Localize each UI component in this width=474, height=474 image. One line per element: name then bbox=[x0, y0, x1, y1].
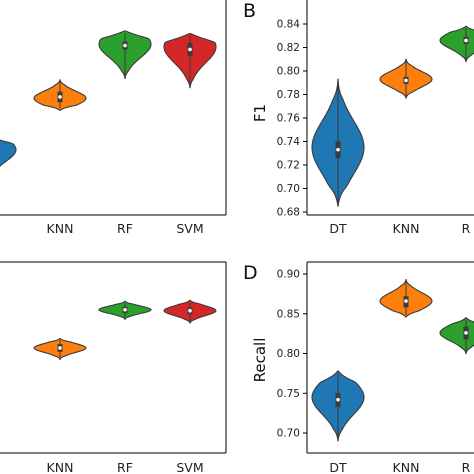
violin-median-point bbox=[464, 38, 468, 43]
x-category-label: R bbox=[462, 221, 471, 236]
violin-median-point bbox=[404, 78, 408, 83]
violin-median-point bbox=[404, 299, 408, 303]
x-category-label: RF bbox=[117, 460, 133, 474]
y-tick-label: 0.74 bbox=[277, 136, 301, 148]
panel-b: B F1 0.68 0.70 0.72 0.74 0.76 0.78 0.80 0.82 0.8… bbox=[243, 0, 474, 236]
violin-median-point bbox=[58, 95, 62, 99]
y-axis-label-recall: Recall bbox=[251, 338, 269, 383]
y-tick-label: 0.85 bbox=[277, 308, 300, 320]
y-tick-label: 0.75 bbox=[277, 388, 300, 400]
violin-median-point bbox=[123, 43, 127, 48]
x-category-label: DT bbox=[329, 221, 347, 236]
violin-median-point bbox=[336, 397, 340, 402]
panel-d: D Recall 0.70 0.75 0.80 0.85 0.90 DT KNN R bbox=[243, 261, 474, 474]
violin-median-point bbox=[188, 308, 192, 313]
violin-median-point bbox=[123, 307, 127, 312]
x-category-label: SVM bbox=[176, 221, 203, 236]
y-tick-label: 0.70 bbox=[277, 428, 300, 440]
y-tick-label: 0.72 bbox=[277, 160, 300, 172]
y-tick-label: 0.78 bbox=[277, 89, 300, 101]
x-category-label: KNN bbox=[393, 221, 420, 236]
y-tick-label: 0.84 bbox=[277, 19, 301, 31]
y-tick-label: 0.80 bbox=[277, 348, 300, 360]
panel-label-b: B bbox=[243, 0, 256, 22]
x-category-label: DT bbox=[329, 460, 347, 474]
y-tick-label: 0.76 bbox=[277, 113, 301, 125]
y-tick-label: 0.80 bbox=[277, 66, 300, 78]
violin-r bbox=[439, 317, 474, 355]
violin-cropped bbox=[0, 139, 17, 167]
y-tick-label: 0.68 bbox=[277, 207, 300, 219]
panel-bottom-left: KNN RF SVM bbox=[0, 261, 227, 474]
violin-median-point bbox=[58, 346, 62, 350]
y-tick-label: 0.90 bbox=[277, 269, 300, 281]
x-category-label: SVM bbox=[176, 460, 203, 474]
x-category-label: R bbox=[462, 460, 471, 474]
violin-median-point bbox=[336, 147, 340, 152]
panel-top-left: KNN RF SVM bbox=[0, 0, 227, 236]
y-tick-label: 0.82 bbox=[277, 42, 300, 54]
y-axis-label-f1: F1 bbox=[251, 104, 269, 122]
y-tick-label: 0.70 bbox=[277, 183, 300, 195]
x-category-label: KNN bbox=[393, 460, 420, 474]
violin-r bbox=[439, 25, 474, 63]
x-category-label: KNN bbox=[47, 221, 74, 236]
x-category-label: RF bbox=[117, 221, 133, 236]
violin-median-point bbox=[188, 47, 192, 52]
violin-median-point bbox=[464, 331, 468, 335]
panel-label-d: D bbox=[243, 262, 258, 284]
x-category-label: KNN bbox=[47, 460, 74, 474]
